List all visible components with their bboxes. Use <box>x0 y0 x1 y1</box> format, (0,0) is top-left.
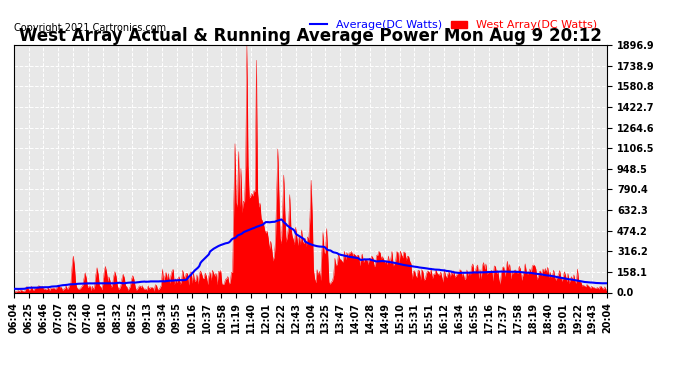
Title: West Array Actual & Running Average Power Mon Aug 9 20:12: West Array Actual & Running Average Powe… <box>19 27 602 45</box>
Text: Copyright 2021 Cartronics.com: Copyright 2021 Cartronics.com <box>14 22 166 33</box>
Legend: Average(DC Watts), West Array(DC Watts): Average(DC Watts), West Array(DC Watts) <box>306 16 602 35</box>
